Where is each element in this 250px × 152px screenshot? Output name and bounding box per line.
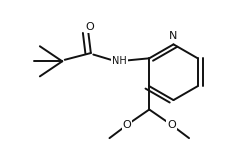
Text: O: O — [122, 120, 131, 130]
Text: O: O — [85, 22, 94, 32]
Text: NH: NH — [112, 56, 127, 66]
Text: O: O — [167, 120, 176, 130]
Text: N: N — [169, 31, 178, 41]
